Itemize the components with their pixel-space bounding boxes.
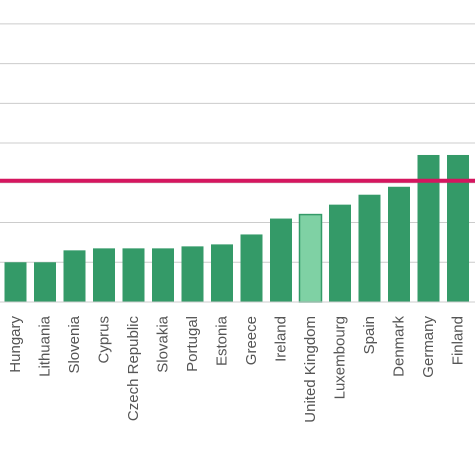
category-label-denmark: Denmark [391, 316, 408, 377]
bar-hungary [4, 262, 27, 302]
bar-czech-republic [122, 248, 145, 302]
bar-cyprus [93, 248, 115, 302]
category-label-spain: Spain [361, 316, 378, 354]
category-label-slovenia: Slovenia [66, 315, 83, 373]
category-label-united-kingdom: United Kingdom [302, 316, 319, 423]
category-label-slovakia: Slovakia [155, 315, 172, 372]
bar-greece [240, 234, 263, 302]
category-label-portugal: Portugal [184, 316, 201, 372]
bar-finland [447, 154, 469, 302]
bar-germany [417, 154, 440, 302]
category-label-hungary: Hungary [7, 316, 24, 373]
category-labels: Hungary Lithuania Slovenia Cyprus Czech Repu… [7, 315, 467, 422]
bar-portugal [181, 246, 204, 302]
bar-united-kingdom [298, 213, 323, 303]
bar-slovenia [63, 250, 86, 302]
bars [4, 154, 469, 303]
category-label-finland: Finland [450, 316, 467, 365]
category-label-estonia: Estonia [214, 315, 231, 366]
category-label-lithuania: Lithuania [37, 315, 54, 377]
category-label-luxembourg: Luxembourg [332, 316, 349, 399]
bar-luxembourg [329, 204, 351, 302]
category-label-czech-republic: Czech Republic [125, 316, 142, 422]
bar-lithuania [34, 262, 56, 302]
category-label-germany: Germany [420, 316, 437, 378]
category-label-ireland: Ireland [273, 316, 290, 362]
bar-estonia [211, 244, 233, 302]
category-label-greece: Greece [243, 316, 260, 365]
category-label-cyprus: Cyprus [96, 316, 113, 364]
bar-slovakia [152, 248, 174, 302]
bar-spain [358, 194, 381, 302]
bar-ireland [270, 218, 292, 302]
bar-denmark [388, 186, 410, 302]
